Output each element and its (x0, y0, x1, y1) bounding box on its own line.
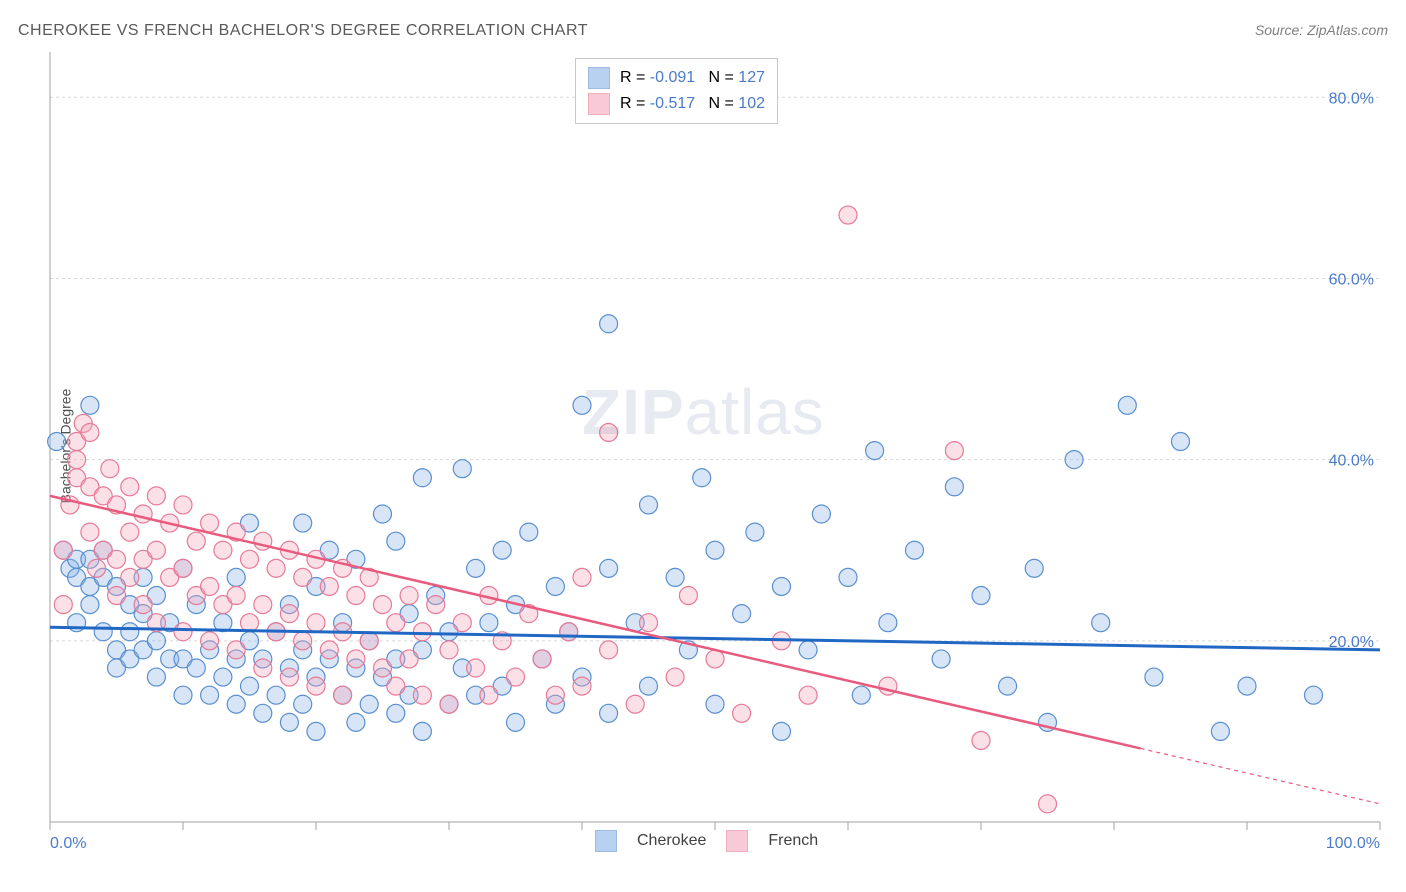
legend-row: R = -0.517 N = 102 (588, 91, 765, 117)
legend-swatch (588, 93, 610, 115)
legend-swatch (588, 67, 610, 89)
svg-text:20.0%: 20.0% (1329, 634, 1374, 651)
svg-text:100.0%: 100.0% (1326, 835, 1380, 852)
svg-text:40.0%: 40.0% (1329, 453, 1374, 470)
svg-text:60.0%: 60.0% (1329, 271, 1374, 288)
svg-text:0.0%: 0.0% (50, 835, 86, 852)
legend-series-label: French (768, 832, 818, 850)
legend-swatch (595, 830, 617, 852)
legend-stat: R = -0.517 N = 102 (620, 95, 765, 113)
legend-stat: R = -0.091 N = 127 (620, 69, 765, 87)
legend-series-label: Cherokee (637, 832, 706, 850)
correlation-scatter-chart: 20.0% 40.0% 60.0% 80.0% 0.0% 100.0% (0, 0, 1406, 892)
series-legend: Cherokee French (595, 830, 818, 852)
legend-swatch (726, 830, 748, 852)
legend-row: R = -0.091 N = 127 (588, 65, 765, 91)
svg-text:80.0%: 80.0% (1329, 90, 1374, 107)
correlation-legend: R = -0.091 N = 127 R = -0.517 N = 102 (575, 58, 778, 124)
